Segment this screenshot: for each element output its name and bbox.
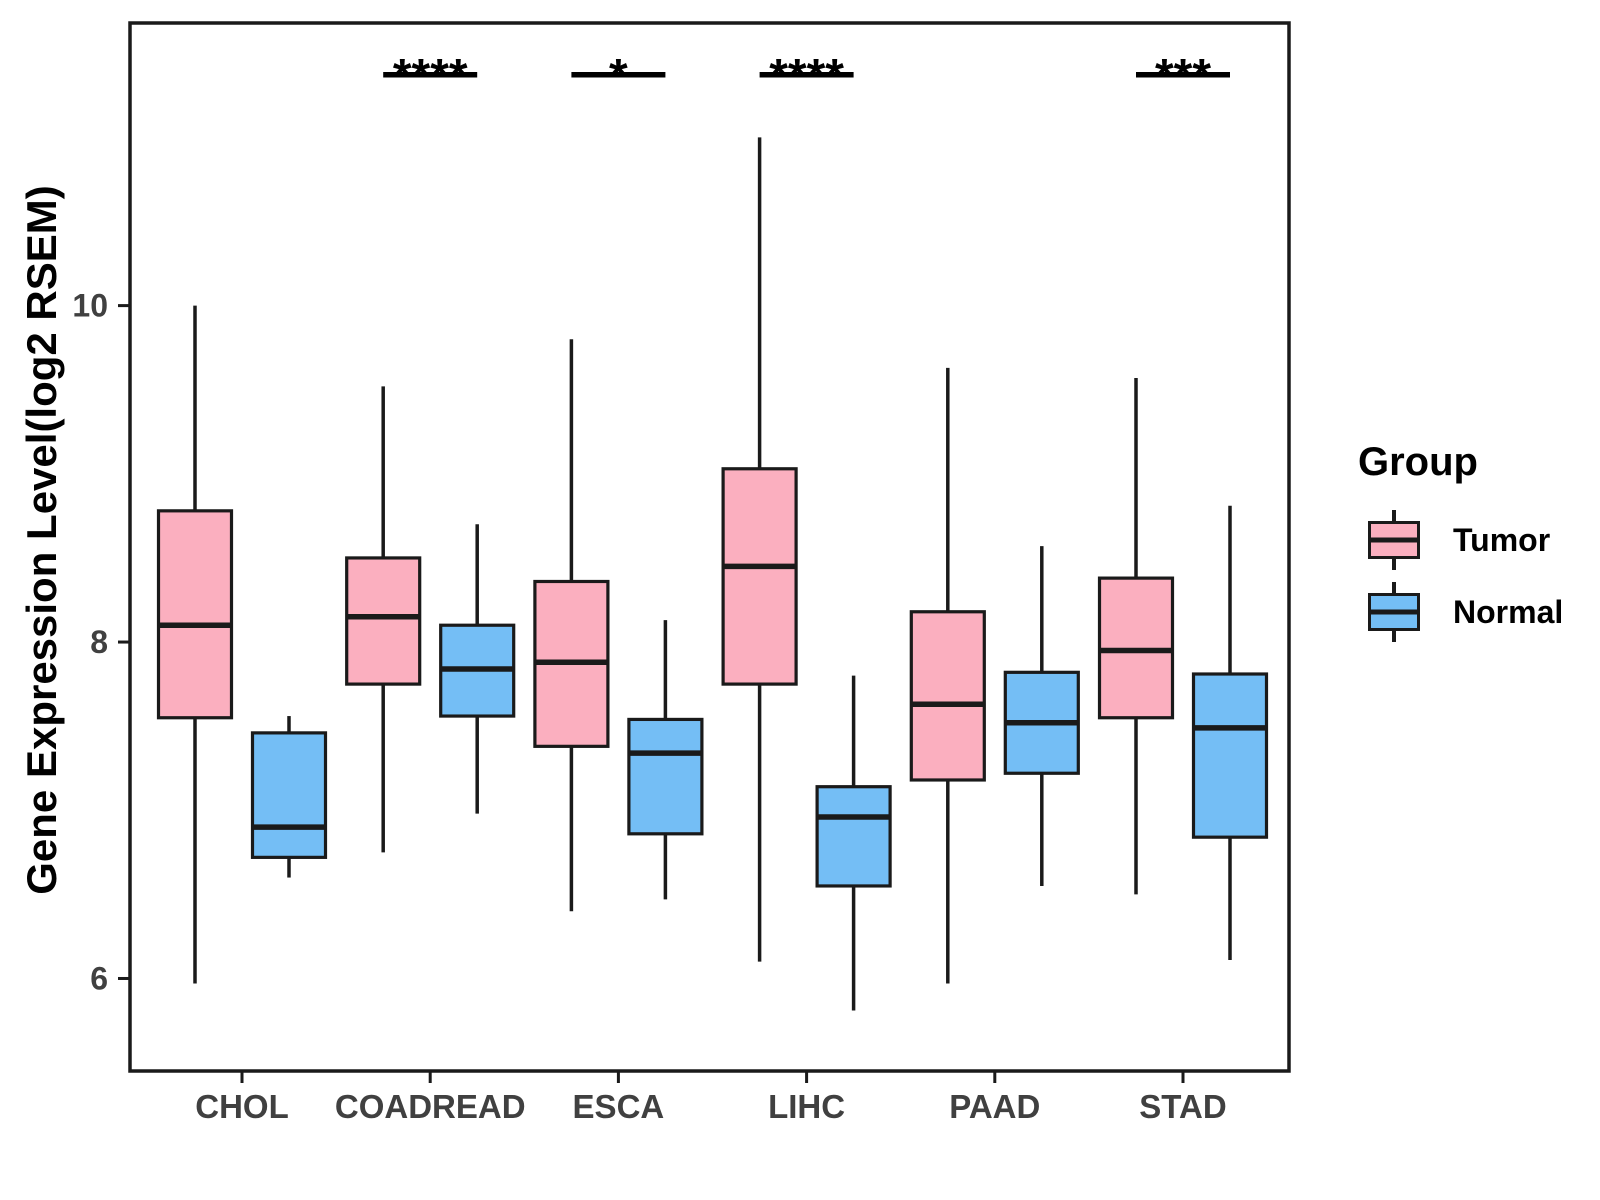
significance-bar-ESCA bbox=[571, 72, 666, 78]
y-tick-label-6: 6 bbox=[90, 960, 108, 996]
x-tick-label-LIHC: LIHC bbox=[768, 1088, 845, 1125]
legend: Group Tumor Normal bbox=[1330, 440, 1600, 654]
significance-label-STAD: *** bbox=[1155, 50, 1211, 103]
significance-bar-STAD bbox=[1136, 72, 1230, 78]
significance-label-ESCA: * bbox=[609, 50, 628, 103]
box-tumor-LIHC bbox=[721, 467, 798, 686]
box-normal-STAD bbox=[1191, 672, 1269, 839]
tumor-boxplot-key-icon bbox=[1365, 510, 1423, 570]
significance-label-COADREAD: **** bbox=[393, 50, 468, 103]
y-tick-label-10: 10 bbox=[72, 288, 108, 324]
normal-boxplot-key-icon bbox=[1365, 582, 1423, 642]
legend-item-tumor: Tumor bbox=[1330, 510, 1600, 570]
legend-item-normal: Normal bbox=[1330, 582, 1600, 642]
panel-border bbox=[128, 21, 1291, 1073]
x-tick-label-CHOL: CHOL bbox=[195, 1088, 289, 1125]
box-tumor-COADREAD bbox=[345, 556, 422, 686]
box-tumor-PAAD bbox=[909, 610, 986, 782]
significance-bar-COADREAD bbox=[383, 72, 478, 78]
significance-label-LIHC: **** bbox=[769, 50, 844, 103]
legend-title: Group bbox=[1358, 440, 1478, 484]
box-tumor-CHOL bbox=[156, 509, 234, 720]
x-tick-label-STAD: STAD bbox=[1139, 1088, 1226, 1125]
legend-label-normal: Normal bbox=[1453, 593, 1564, 630]
box-normal-LIHC bbox=[815, 785, 892, 888]
x-tick-label-COADREAD: COADREAD bbox=[335, 1088, 526, 1125]
y-tick-label-8: 8 bbox=[90, 624, 108, 660]
significance-bar-LIHC bbox=[759, 72, 854, 78]
y-axis-title: Gene Expression Level(log2 RSEM) bbox=[18, 185, 65, 895]
box-normal-CHOL bbox=[250, 731, 328, 859]
x-tick-label-PAAD: PAAD bbox=[949, 1088, 1040, 1125]
legend-label-tumor: Tumor bbox=[1453, 521, 1551, 558]
x-tick-label-ESCA: ESCA bbox=[573, 1088, 665, 1125]
box-normal-ESCA bbox=[627, 717, 704, 836]
